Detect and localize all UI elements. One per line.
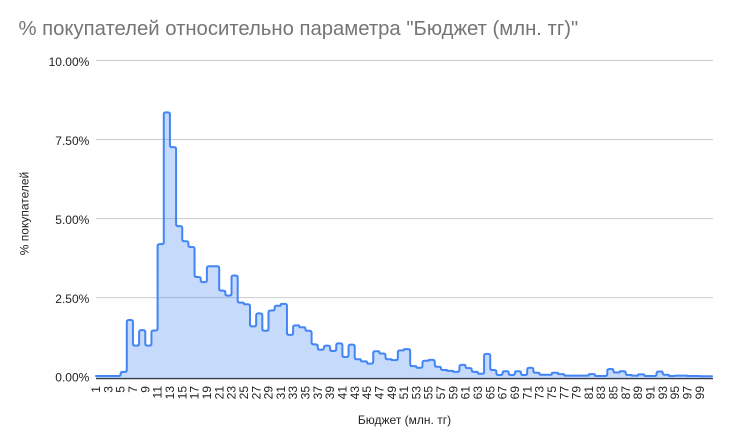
svg-text:59: 59 (446, 386, 460, 400)
svg-text:15: 15 (175, 386, 189, 400)
svg-text:2.50%: 2.50% (55, 292, 89, 306)
svg-text:61: 61 (459, 386, 473, 400)
svg-text:39: 39 (323, 386, 337, 400)
svg-text:41: 41 (336, 386, 350, 400)
svg-text:23: 23 (225, 386, 239, 400)
svg-text:79: 79 (570, 386, 584, 400)
svg-text:71: 71 (520, 386, 534, 400)
svg-text:7: 7 (126, 386, 140, 393)
svg-text:51: 51 (397, 386, 411, 400)
svg-text:81: 81 (582, 386, 596, 400)
svg-text:5: 5 (114, 386, 128, 393)
svg-text:43: 43 (348, 386, 362, 400)
svg-text:75: 75 (545, 386, 559, 400)
svg-text:99: 99 (693, 386, 707, 400)
svg-text:57: 57 (434, 386, 448, 400)
svg-text:17: 17 (188, 386, 202, 400)
svg-text:47: 47 (372, 386, 386, 400)
svg-text:95: 95 (668, 386, 682, 400)
svg-text:77: 77 (557, 386, 571, 400)
svg-text:13: 13 (163, 386, 177, 400)
svg-text:9: 9 (138, 386, 152, 393)
svg-text:45: 45 (360, 386, 374, 400)
svg-text:97: 97 (680, 386, 694, 400)
svg-text:19: 19 (200, 386, 214, 400)
svg-text:0.00%: 0.00% (55, 371, 89, 385)
svg-text:3: 3 (101, 386, 115, 393)
svg-text:73: 73 (533, 386, 547, 400)
svg-text:1: 1 (89, 386, 103, 393)
svg-text:53: 53 (409, 386, 423, 400)
svg-text:% покупателей относительно пар: % покупателей относительно параметра "Бю… (19, 18, 579, 40)
svg-text:91: 91 (644, 386, 658, 400)
svg-text:67: 67 (496, 386, 510, 400)
svg-text:7.50%: 7.50% (55, 134, 89, 148)
svg-text:21: 21 (212, 386, 226, 400)
svg-text:37: 37 (311, 386, 325, 400)
svg-text:11: 11 (151, 386, 165, 399)
svg-text:85: 85 (607, 386, 621, 400)
svg-text:65: 65 (483, 386, 497, 400)
svg-text:63: 63 (471, 386, 485, 400)
svg-text:87: 87 (619, 386, 633, 400)
svg-text:49: 49 (385, 386, 399, 400)
svg-text:10.00%: 10.00% (49, 55, 90, 69)
svg-text:25: 25 (237, 386, 251, 400)
svg-text:83: 83 (594, 386, 608, 400)
svg-text:5.00%: 5.00% (55, 213, 89, 227)
svg-text:55: 55 (422, 386, 436, 400)
svg-text:35: 35 (299, 386, 313, 400)
svg-text:33: 33 (286, 386, 300, 400)
svg-text:31: 31 (274, 386, 288, 400)
svg-text:% покупателей: % покупателей (18, 172, 32, 255)
svg-text:Бюджет (млн. тг): Бюджет (млн. тг) (358, 413, 451, 427)
svg-text:69: 69 (508, 386, 522, 400)
svg-text:27: 27 (249, 386, 263, 400)
svg-text:89: 89 (631, 386, 645, 400)
svg-text:93: 93 (656, 386, 670, 400)
svg-text:29: 29 (262, 386, 276, 400)
